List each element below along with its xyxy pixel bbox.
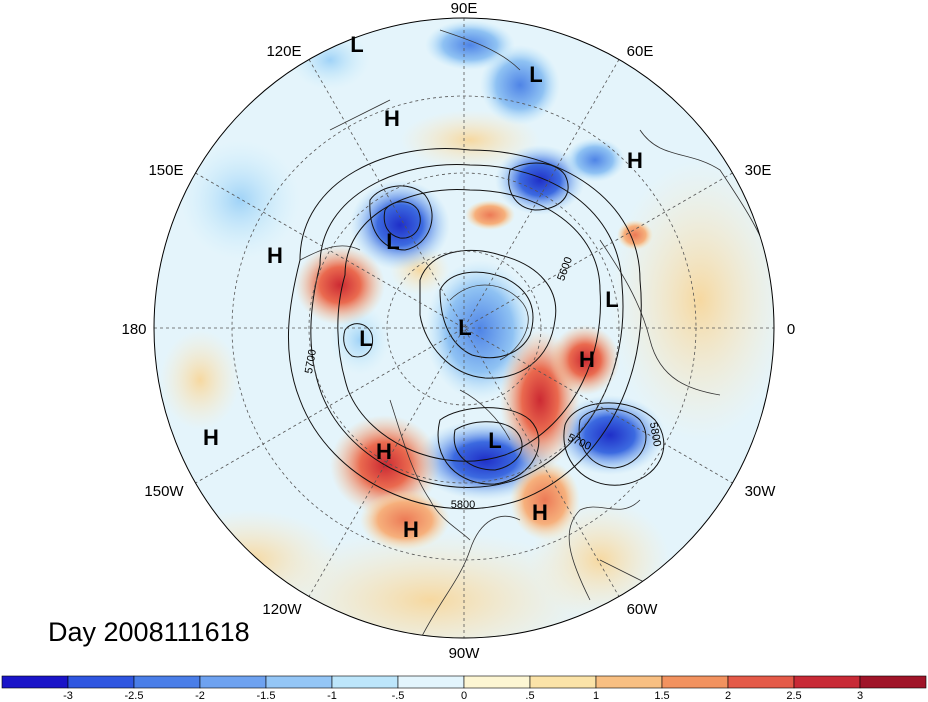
lon-label-60w: 60W xyxy=(627,601,659,618)
map-boundary xyxy=(153,17,775,639)
colorbar-swatch xyxy=(793,675,861,689)
colorbar-swatch xyxy=(463,675,531,689)
colorbar-tick-label: 2 xyxy=(725,690,731,702)
lon-label-180: 180 xyxy=(121,321,146,338)
lon-label-90w: 90W xyxy=(449,645,481,662)
colorbar-swatch xyxy=(859,675,927,689)
high-center-marker: H xyxy=(403,517,419,542)
low-center-marker: L xyxy=(350,32,363,57)
colorbar-swatch xyxy=(661,675,729,689)
lon-label-30e: 30E xyxy=(745,162,772,179)
colorbar-swatch xyxy=(265,675,333,689)
low-center-marker: L xyxy=(458,315,471,340)
low-center-marker: L xyxy=(605,287,618,312)
colorbar-swatch xyxy=(331,675,399,689)
colorbar-swatch xyxy=(529,675,597,689)
contour-label: 5700 xyxy=(303,348,319,374)
colorbar-tick-label: -2 xyxy=(195,690,205,702)
lon-label-30w: 30W xyxy=(745,483,777,500)
high-center-marker: H xyxy=(532,500,548,525)
graticule xyxy=(154,18,774,638)
colorbar-swatch xyxy=(397,675,465,689)
colorbar-tick-label: -3 xyxy=(63,690,73,702)
colorbar-tick-label: -1 xyxy=(327,690,337,702)
colorbar-tick-label: 2.5 xyxy=(786,690,801,702)
colorbar-swatch xyxy=(199,675,267,689)
coastlines xyxy=(299,29,771,638)
colorbar-tick-label: 0 xyxy=(461,690,467,702)
high-center-marker: H xyxy=(627,148,643,173)
high-center-marker: H xyxy=(579,347,595,372)
contour-label: 5800 xyxy=(451,499,475,511)
lon-label-150e: 150E xyxy=(148,162,183,179)
colorbar-swatch xyxy=(133,675,201,689)
colorbar-tick-label: -.5 xyxy=(392,690,405,702)
date-title: Day 2008111618 xyxy=(48,617,250,647)
colorbar-swatch xyxy=(1,675,69,689)
colorbar-swatch xyxy=(727,675,795,689)
colorbar-tick-label: 3 xyxy=(857,690,863,702)
high-center-marker: H xyxy=(203,425,219,450)
high-center-marker: H xyxy=(376,439,392,464)
colorbar: -3 -2.5 -2 -1.5 -1 -.5 0 .5 1 1.5 2 2.5 3 xyxy=(1,675,927,702)
low-center-marker: L xyxy=(359,326,372,351)
colorbar-tick-label: 1.5 xyxy=(654,690,669,702)
lon-label-0: 0 xyxy=(787,321,795,338)
colorbar-tick-label: -2.5 xyxy=(125,690,144,702)
colorbar-swatch xyxy=(67,675,135,689)
longitude-labels: 90E 120E 60E 150E 30E 180 0 150W 30W 120… xyxy=(121,0,795,662)
lon-label-90e: 90E xyxy=(451,0,478,17)
colorbar-tick-label: -1.5 xyxy=(257,690,276,702)
colorbar-tick-label: .5 xyxy=(525,690,534,702)
anomaly-field xyxy=(154,18,774,638)
lon-label-150w: 150W xyxy=(144,483,184,500)
low-center-marker: L xyxy=(529,62,542,87)
high-center-marker: H xyxy=(267,243,283,268)
colorbar-tick-label: 1 xyxy=(593,690,599,702)
contour-label: 5800 xyxy=(647,421,663,447)
lon-label-120w: 120W xyxy=(262,601,302,618)
lon-label-60e: 60E xyxy=(627,43,654,60)
pressure-centers: L L H H H L H L L L H H L H H H xyxy=(203,32,643,542)
lon-label-120e: 120E xyxy=(266,43,301,60)
colorbar-swatch xyxy=(595,675,663,689)
low-center-marker: L xyxy=(386,229,399,254)
high-center-marker: H xyxy=(384,106,400,131)
low-center-marker: L xyxy=(488,428,501,453)
